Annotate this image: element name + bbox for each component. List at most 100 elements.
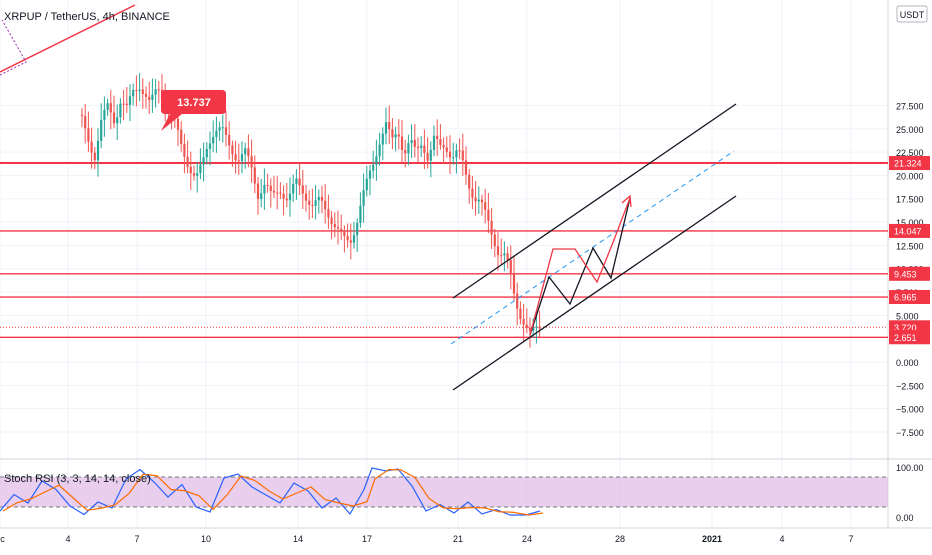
candle-body — [314, 200, 317, 206]
price-tick-label: 0.000 — [896, 358, 919, 368]
candle-body — [525, 324, 528, 328]
candle-body — [397, 134, 400, 137]
candle-body — [87, 128, 90, 142]
drawings — [0, 4, 737, 391]
candle-body — [205, 148, 208, 158]
candle-body — [320, 196, 324, 201]
candle-body — [538, 326, 541, 329]
candle-body — [429, 149, 432, 161]
candle-body — [128, 96, 132, 106]
stoch-band — [0, 476, 888, 508]
candle-body — [96, 140, 100, 161]
candle-body — [304, 193, 308, 201]
candle-body — [212, 137, 215, 144]
candle-body — [500, 255, 503, 257]
time-tick-label: 4 — [65, 534, 70, 544]
candle-body — [493, 234, 496, 247]
candle-body — [375, 156, 378, 165]
candle-body — [244, 148, 247, 155]
candle-body — [186, 156, 189, 167]
candle-body — [471, 188, 474, 198]
price-tag-label: 14.047 — [894, 226, 922, 236]
price-tag — [889, 290, 930, 305]
candle-body — [84, 115, 87, 129]
candle-body — [346, 236, 349, 241]
candle-body — [327, 209, 330, 218]
candle-body — [503, 253, 506, 256]
candle-body — [516, 293, 519, 309]
candle-body — [298, 178, 301, 186]
candle-body — [378, 144, 381, 157]
dotted-pattern-left — [0, 19, 27, 76]
candle-body — [237, 160, 240, 162]
horizontal-levels — [0, 162, 888, 338]
time-tick-label: 17 — [362, 534, 372, 544]
candle-body — [352, 235, 356, 243]
candle-body — [301, 185, 304, 194]
candle-body — [432, 135, 436, 150]
candle-body — [218, 127, 221, 131]
candle-body — [458, 150, 461, 152]
candle-body — [381, 133, 384, 145]
price-axis: 27.500 25.000 22.500 20.000 17.500 15.000 12.5… — [896, 101, 924, 523]
candle-body — [202, 157, 205, 165]
currency-label: USDT — [900, 10, 925, 20]
stoch-k-line — [0, 467, 541, 516]
candle-body — [372, 164, 375, 171]
currency-button[interactable]: USDT — [896, 5, 928, 23]
price-tick-label: 22.500 — [896, 148, 924, 158]
price-tag — [889, 223, 930, 238]
price-tag-label: 3.720 — [894, 323, 917, 333]
candle-body — [154, 89, 157, 95]
price-tag — [889, 330, 930, 345]
candle-body — [532, 327, 535, 331]
candle-body — [324, 200, 327, 210]
price-tick-label: 12.500 — [896, 241, 924, 251]
candle-body — [410, 140, 413, 144]
candle-body — [112, 112, 116, 124]
stoch-band-fill — [0, 477, 888, 507]
projection-arrowhead — [621, 194, 632, 208]
candle-body — [141, 89, 144, 94]
candle-body — [176, 118, 180, 130]
candle-body — [90, 141, 93, 153]
candle-body — [109, 103, 112, 113]
candle-body — [122, 103, 125, 105]
candle-body — [368, 170, 372, 179]
candle-body — [340, 228, 343, 232]
channel-upper-line — [452, 103, 737, 299]
candle-body — [416, 146, 420, 148]
trend-line-upper-left — [0, 4, 136, 73]
candle-body — [247, 148, 250, 157]
candle-body — [106, 103, 109, 110]
projection-path-red — [529, 197, 631, 336]
time-tick-label: 7 — [134, 534, 139, 544]
candle-body — [269, 185, 272, 191]
candle-body — [423, 145, 426, 153]
candle-body — [260, 193, 263, 199]
candle-body — [103, 109, 106, 121]
candle-body — [474, 197, 477, 202]
candle-body — [519, 308, 522, 320]
price-tick-label: 5.000 — [896, 311, 919, 321]
candle-body — [349, 240, 352, 243]
stoch-lines — [0, 467, 544, 516]
price-tick-label: 20.000 — [896, 171, 924, 181]
candle-body — [484, 202, 487, 210]
candle-body — [420, 145, 423, 148]
candle-body — [330, 217, 333, 225]
channel-lower-line — [452, 195, 737, 391]
candle-body — [506, 253, 509, 261]
grid — [0, 0, 932, 529]
projection-path-black — [529, 197, 631, 336]
candle-body — [276, 192, 279, 194]
candle-body — [157, 89, 160, 91]
candle-body — [384, 122, 388, 134]
candle-body — [317, 196, 320, 201]
candle-body — [295, 178, 298, 184]
candle-body — [80, 114, 84, 116]
candle-body — [400, 136, 404, 151]
candle-body — [343, 231, 346, 237]
